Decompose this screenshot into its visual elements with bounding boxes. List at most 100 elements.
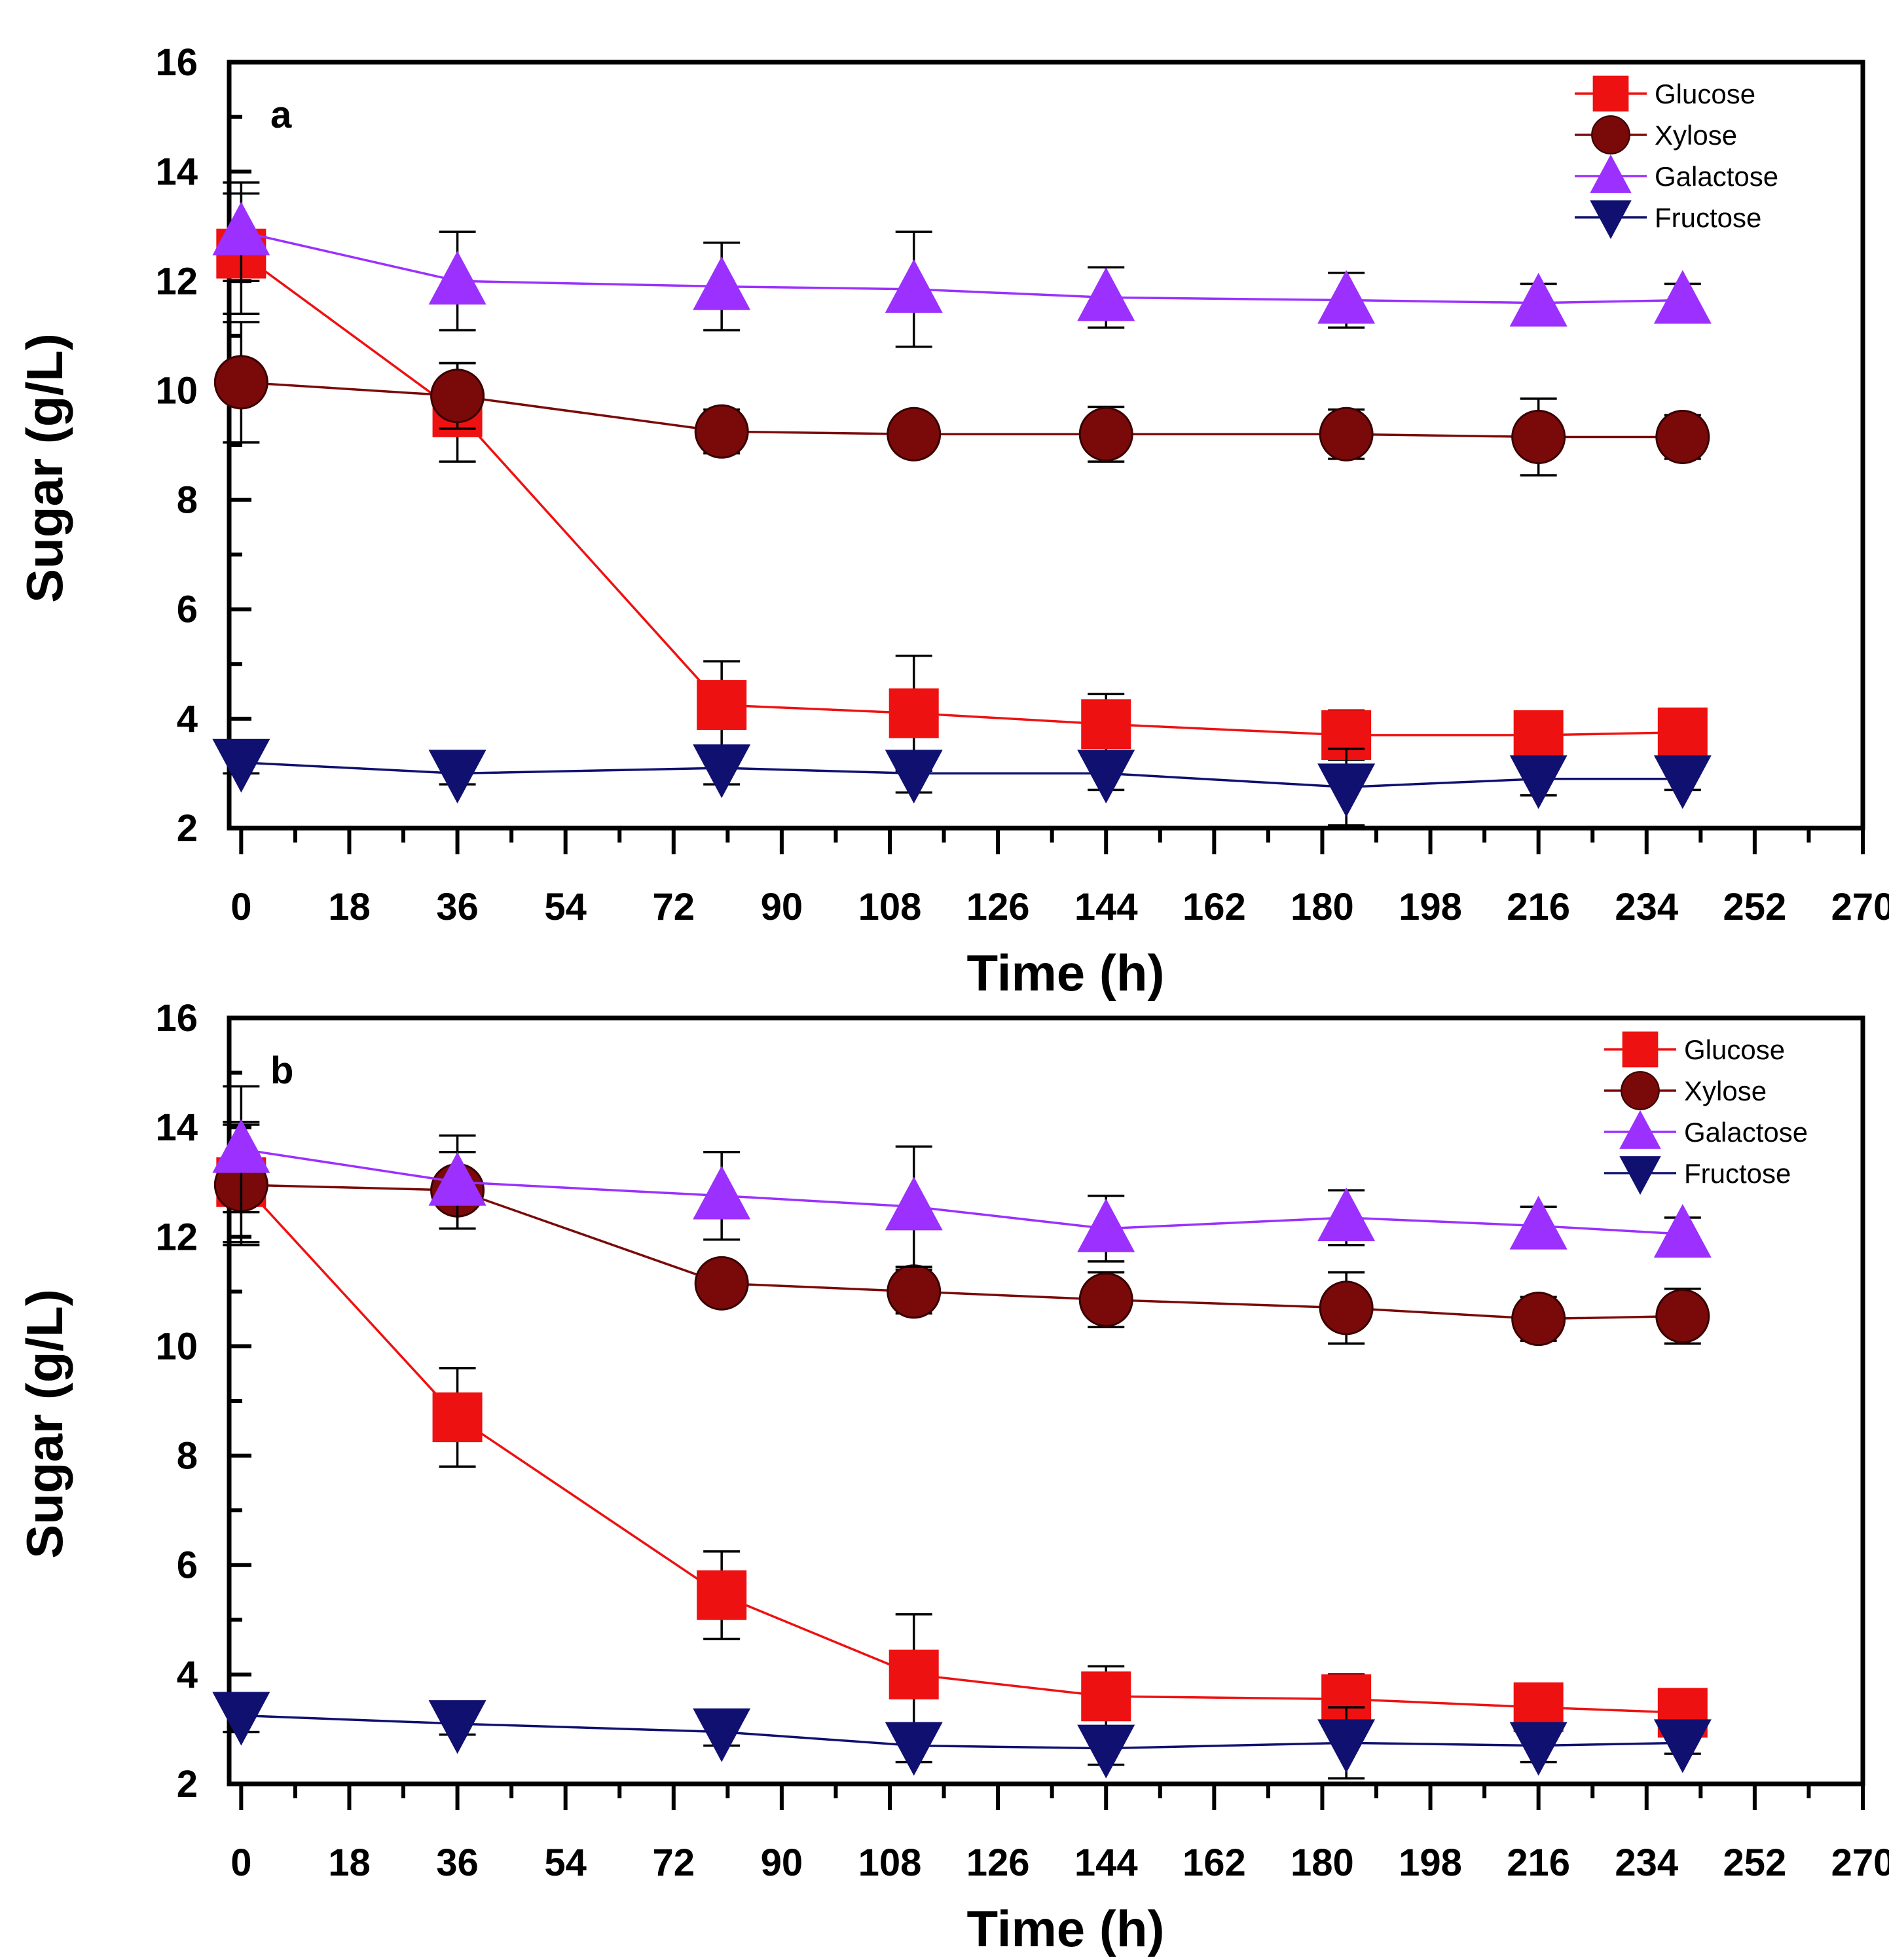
series-line xyxy=(240,230,1683,304)
data-point xyxy=(428,1700,486,1754)
x-tick-label: 54 xyxy=(544,886,587,928)
data-point xyxy=(1513,710,1564,760)
x-tick-label: 216 xyxy=(1507,886,1570,928)
data-point xyxy=(212,738,270,793)
legend-item-fructose: Fructose xyxy=(1604,1156,1791,1195)
data-point xyxy=(1078,407,1133,462)
x-tick-label: 252 xyxy=(1723,1842,1786,1884)
y-tick-label: 2 xyxy=(177,807,198,850)
y-tick-label: 10 xyxy=(155,369,198,412)
y-tick-label: 12 xyxy=(155,1216,198,1258)
x-tick-label: 270 xyxy=(1831,886,1889,928)
x-tick-label: 198 xyxy=(1399,886,1462,928)
data-point xyxy=(885,750,943,804)
legend-item-galactose: Galactose xyxy=(1604,1110,1808,1149)
legend-marker xyxy=(1590,154,1632,193)
x-tick-label: 144 xyxy=(1074,1842,1138,1884)
data-point xyxy=(697,680,747,730)
x-tick-label: 90 xyxy=(761,1842,803,1884)
data-point xyxy=(885,259,943,313)
legend-item-xylose: Xylose xyxy=(1575,115,1737,154)
data-point xyxy=(1081,1671,1131,1722)
series-line xyxy=(240,253,1683,736)
x-tick-label: 162 xyxy=(1183,886,1246,928)
legend-label: Glucose xyxy=(1655,79,1755,109)
legend-label: Fructose xyxy=(1655,202,1761,233)
data-point xyxy=(1077,267,1135,321)
y-tick-label: 8 xyxy=(177,479,198,522)
y-tick-label: 2 xyxy=(177,1763,198,1806)
data-point xyxy=(1319,407,1374,462)
series-line xyxy=(241,1148,1683,1235)
data-point xyxy=(693,256,751,310)
series-xylose xyxy=(213,1123,1710,1347)
legend-item-galactose: Galactose xyxy=(1575,154,1778,193)
series-line xyxy=(241,1184,1683,1320)
chart-panel-b: 2 4 6 8 10 12 14 16 0 18 36 54 72 90 108 126 144 162 180 19… xyxy=(16,997,1889,1957)
data-point xyxy=(887,407,942,462)
x-tick-label: 216 xyxy=(1507,1842,1570,1884)
data-point xyxy=(213,355,268,410)
series-line xyxy=(241,381,1683,439)
data-point xyxy=(1078,1272,1133,1327)
legend-label: Fructose xyxy=(1684,1158,1791,1189)
data-point xyxy=(889,688,939,738)
y-tick-label: 10 xyxy=(155,1325,198,1368)
data-point xyxy=(1317,1719,1376,1773)
series-line xyxy=(241,1714,1683,1750)
data-point xyxy=(432,1392,483,1443)
series-glucose xyxy=(216,192,1708,772)
legend-label: Galactose xyxy=(1655,161,1778,192)
data-point xyxy=(1653,270,1712,324)
data-point xyxy=(693,744,751,799)
legend-item-glucose: Glucose xyxy=(1604,1031,1785,1068)
y-tick-label: 16 xyxy=(155,41,198,84)
x-tick-label: 162 xyxy=(1183,1842,1246,1884)
data-point xyxy=(212,202,270,256)
panel-label: b xyxy=(270,1049,293,1092)
x-tick-label: 144 xyxy=(1074,886,1138,928)
data-point xyxy=(885,1722,943,1776)
series-xylose xyxy=(213,321,1710,477)
y-tick-label: 8 xyxy=(177,1435,198,1478)
legend: Glucose Xylose Galactose Fructose xyxy=(1604,1031,1808,1195)
legend-marker xyxy=(1619,1110,1661,1149)
data-point xyxy=(693,1165,751,1220)
legend-label: Galactose xyxy=(1684,1117,1808,1148)
series-line xyxy=(240,1181,1683,1715)
x-tick-label: 180 xyxy=(1291,1842,1354,1884)
x-tick-label: 72 xyxy=(653,1842,695,1884)
x-tick-label: 108 xyxy=(858,886,922,928)
data-point xyxy=(887,1264,942,1319)
data-point xyxy=(885,1176,943,1231)
panel-label: a xyxy=(270,94,292,136)
series-galactose xyxy=(212,181,1712,348)
legend-label: Xylose xyxy=(1655,120,1737,151)
x-tick-label: 126 xyxy=(966,886,1030,928)
data-point xyxy=(1319,1280,1374,1335)
legend-item-glucose: Glucose xyxy=(1575,75,1755,112)
data-point xyxy=(1317,270,1376,324)
data-point xyxy=(212,1119,270,1173)
chart-panel-a: 2 4 6 8 10 12 14 16 0 18 36 54 72 90 108 126 144 162 180 19… xyxy=(16,41,1889,1002)
data-point xyxy=(1509,755,1568,809)
data-point xyxy=(1511,409,1566,464)
x-tick-label: 90 xyxy=(761,886,803,928)
legend: Glucose Xylose Galactose Fructose xyxy=(1575,75,1778,240)
x-tick-label: 72 xyxy=(653,886,695,928)
legend-marker xyxy=(1591,115,1630,154)
x-tick-label: 0 xyxy=(230,886,251,928)
data-point xyxy=(428,1152,486,1206)
x-tick-label: 108 xyxy=(858,1842,922,1884)
y-tick-label: 12 xyxy=(155,260,198,302)
data-point xyxy=(1511,1292,1566,1347)
y-tick-label: 16 xyxy=(155,997,198,1040)
data-point xyxy=(1653,1719,1712,1773)
y-axis-title: Sugar (g/L) xyxy=(16,1289,73,1559)
x-tick-label: 0 xyxy=(230,1842,251,1884)
y-tick-label: 14 xyxy=(155,151,198,193)
data-point xyxy=(428,251,486,305)
series-galactose xyxy=(212,1085,1712,1268)
data-point xyxy=(697,1570,747,1620)
